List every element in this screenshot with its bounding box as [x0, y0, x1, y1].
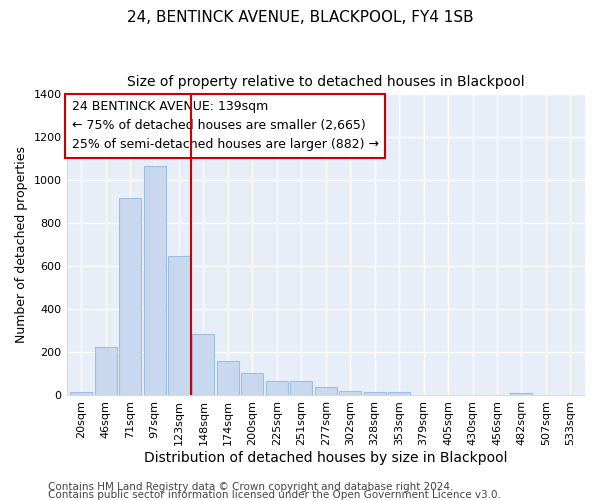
Bar	[95, 347, 116, 396]
Bar	[168, 256, 190, 396]
Text: Contains public sector information licensed under the Open Government Licence v3: Contains public sector information licen…	[48, 490, 501, 500]
Bar	[241, 373, 263, 396]
Y-axis label: Number of detached properties: Number of detached properties	[15, 146, 28, 344]
Text: 24, BENTINCK AVENUE, BLACKPOOL, FY4 1SB: 24, BENTINCK AVENUE, BLACKPOOL, FY4 1SB	[127, 10, 473, 25]
Bar	[315, 388, 337, 396]
Bar	[119, 198, 141, 396]
Bar	[193, 334, 214, 396]
Bar	[290, 382, 313, 396]
Bar	[266, 381, 288, 396]
Bar	[217, 362, 239, 396]
Text: Contains HM Land Registry data © Crown copyright and database right 2024.: Contains HM Land Registry data © Crown c…	[48, 482, 454, 492]
Bar	[70, 392, 92, 396]
Text: 24 BENTINCK AVENUE: 139sqm
← 75% of detached houses are smaller (2,665)
25% of s: 24 BENTINCK AVENUE: 139sqm ← 75% of deta…	[72, 100, 379, 152]
X-axis label: Distribution of detached houses by size in Blackpool: Distribution of detached houses by size …	[144, 451, 508, 465]
Bar	[511, 394, 532, 396]
Bar	[339, 390, 361, 396]
Bar	[388, 392, 410, 396]
Title: Size of property relative to detached houses in Blackpool: Size of property relative to detached ho…	[127, 75, 524, 89]
Bar	[143, 166, 166, 396]
Bar	[364, 392, 386, 396]
